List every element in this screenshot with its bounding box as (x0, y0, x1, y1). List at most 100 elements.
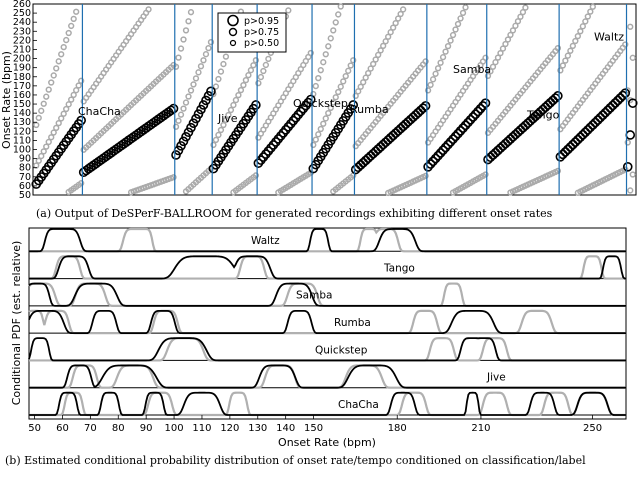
scatter-point (568, 139, 578, 150)
scatter-point-alt (579, 23, 586, 30)
scatter-point (445, 137, 456, 147)
scatter-point (590, 117, 601, 128)
pdf-curve (29, 228, 626, 253)
scatter-point (433, 150, 443, 161)
scatter-point-alt (422, 172, 429, 180)
scatter-point-alt (507, 31, 514, 39)
scatter-point (305, 94, 316, 105)
scatter-point-alt (65, 101, 72, 108)
scatter-point-alt (444, 42, 452, 50)
scatter-point (430, 153, 441, 164)
scatter-y-tick-label: 70 (19, 172, 31, 183)
scatter-point-alt (212, 136, 220, 144)
pdf-x-tick-label: 110 (192, 423, 211, 434)
scatter-point-alt (320, 59, 327, 66)
scatter-point-alt (242, 77, 250, 84)
scatter-y-tick-label: 160 (13, 90, 31, 101)
scatter-point-alt (315, 74, 322, 82)
scatter-point-alt (38, 107, 45, 114)
scatter-point-alt (312, 82, 319, 90)
scatter-point (206, 86, 216, 97)
scatter-point-alt (375, 51, 382, 59)
scatter-point-alt (627, 23, 634, 30)
scatter-point-alt (367, 65, 374, 72)
scatter-point (588, 120, 598, 130)
scatter-point (595, 112, 606, 123)
scatter-point-alt (362, 74, 369, 81)
pdf-y-axis-label: Conditional PDF (est. relative) (10, 241, 23, 406)
scatter-point-alt (387, 29, 394, 36)
scatter-point-alt (332, 19, 339, 26)
scatter-point-alt (332, 94, 339, 101)
scatter-point (575, 132, 586, 143)
scatter-point-alt (622, 166, 629, 173)
scatter-point-alt (325, 110, 332, 117)
scatter-point-alt (78, 77, 85, 84)
pdf-x-tick-label: 70 (84, 423, 97, 434)
scatter-point (473, 106, 483, 117)
scatter-point-alt (587, 8, 594, 15)
scatter-point-alt (554, 167, 562, 175)
scatter-point-alt (522, 4, 529, 11)
scatter-point-alt (217, 68, 225, 75)
scatter-y-tick-label: 60 (19, 181, 31, 192)
segment-label-samba: Samba (453, 63, 491, 76)
scatter-y-tick-label: 250 (13, 8, 31, 19)
scatter-point-alt (55, 58, 62, 65)
scatter-point-alt (170, 174, 177, 181)
scatter-point-alt (215, 75, 222, 83)
pdf-row-label-samba: Samba (296, 290, 332, 302)
scatter-point-alt (559, 62, 567, 69)
scatter-point (428, 156, 438, 167)
pdf-row-label-waltz: Waltz (251, 235, 280, 247)
scatter-point-alt (335, 11, 342, 18)
scatter-point-alt (567, 47, 574, 54)
scatter-point-alt (252, 172, 260, 179)
scatter-point-alt (60, 110, 67, 117)
scatter-point-alt (357, 83, 364, 90)
scatter-point-alt (337, 3, 344, 10)
scatter-point (573, 134, 583, 145)
scatter-point-alt (220, 121, 227, 129)
scatter-point (468, 112, 478, 122)
scatter-point-alt (285, 7, 292, 14)
scatter-y-tick-label: 260 (13, 0, 31, 10)
scatter-point-alt (624, 87, 631, 94)
scatter-point-alt (250, 62, 257, 69)
scatter-point-alt (180, 36, 187, 43)
legend-marker-small (229, 39, 237, 47)
scatter-point-alt (457, 15, 464, 22)
scatter-point-alt (45, 86, 52, 93)
scatter-point-alt (564, 52, 572, 59)
scatter-point-alt (245, 72, 252, 79)
scatter-point (443, 139, 453, 150)
scatter-point (423, 162, 433, 172)
scatter-point-alt (187, 87, 195, 94)
scatter-point-alt (182, 99, 190, 106)
legend-entry-p95: p>0.95 (244, 16, 279, 27)
scatter-point-alt (175, 54, 182, 61)
scatter-point-alt (237, 86, 245, 94)
pdf-row-label-quickstep: Quickstep (315, 344, 368, 356)
scatter-point-alt (58, 51, 65, 58)
scatter-point-alt (38, 152, 45, 160)
scatter-point-alt (50, 129, 57, 136)
scatter-point-alt (35, 114, 42, 122)
scatter-point-alt (557, 67, 564, 74)
scatter-point-alt (365, 69, 372, 77)
scatter-point-alt (449, 31, 457, 39)
scatter-point-alt (504, 36, 512, 43)
scatter-point-alt (330, 27, 337, 34)
scatter-point-alt (360, 79, 367, 86)
scatter-point-alt (48, 79, 55, 86)
scatter-point-alt (345, 67, 352, 74)
scatter-point (168, 103, 179, 114)
pdf-x-tick-label: 140 (276, 423, 295, 434)
scatter-point-alt (439, 54, 447, 61)
scatter-point-alt (230, 101, 237, 109)
scatter-point-alt (315, 131, 322, 138)
scatter-point-alt (355, 88, 362, 95)
scatter-point-alt (624, 139, 631, 146)
scatter-point-alt (434, 65, 442, 72)
scatter-point-alt (260, 67, 267, 75)
